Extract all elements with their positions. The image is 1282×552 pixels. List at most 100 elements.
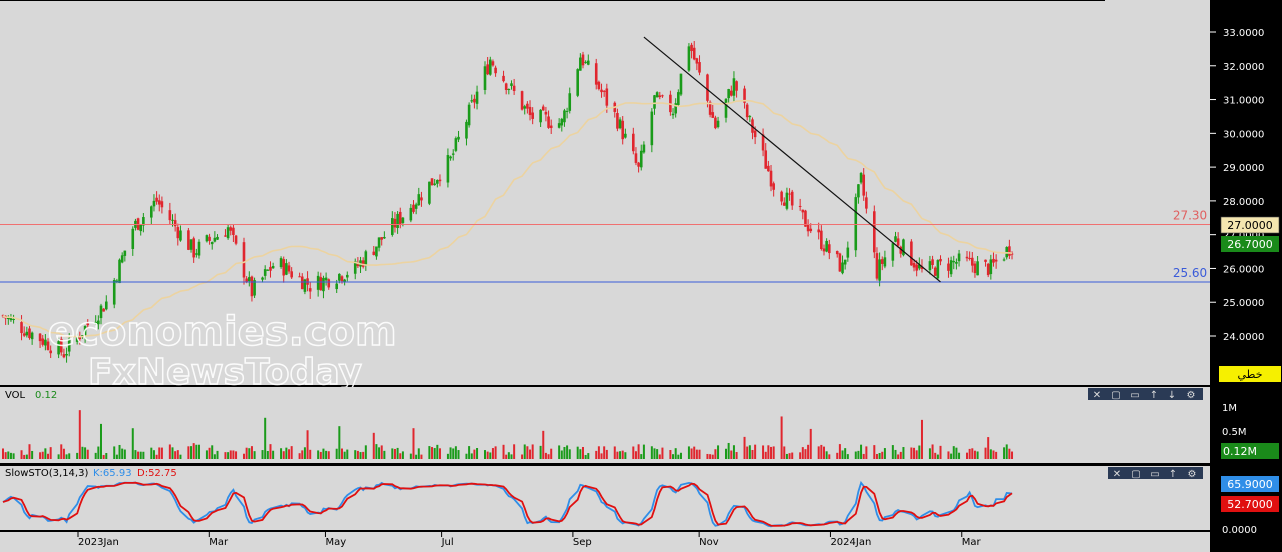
candle-body xyxy=(859,173,863,183)
candle-body xyxy=(857,184,860,198)
candle-body xyxy=(417,194,421,206)
volume-bar xyxy=(476,448,479,459)
volume-bar xyxy=(605,449,608,459)
tool-badge[interactable] xyxy=(1219,366,1281,382)
volume-bar xyxy=(317,450,320,459)
trend-line[interactable] xyxy=(643,36,941,283)
candle-body xyxy=(115,280,119,282)
candle-body xyxy=(94,321,97,324)
volume-bar xyxy=(253,451,256,459)
volume-bar xyxy=(266,450,269,459)
stoch-k-badge xyxy=(1221,476,1279,492)
stoch-restore-icon[interactable]: ▭ xyxy=(1150,469,1159,480)
volume-bar xyxy=(841,450,844,459)
volume-bar xyxy=(971,448,974,459)
panel-restore-icon[interactable]: ▭ xyxy=(1130,390,1139,401)
candle-body xyxy=(338,273,341,281)
volume-bar xyxy=(142,451,145,459)
panel-move-up-icon[interactable]: ↑ xyxy=(1150,390,1158,401)
candle-body xyxy=(714,117,717,129)
candle-body xyxy=(398,211,402,224)
stoch-maximize-icon[interactable]: ▢ xyxy=(1131,469,1140,480)
volume-bar xyxy=(484,450,486,459)
volume-bar xyxy=(25,454,28,459)
candle-body xyxy=(380,237,384,240)
volume-bar xyxy=(674,448,677,459)
stoch-plot-bg[interactable] xyxy=(0,466,1210,530)
candle-body xyxy=(78,336,82,340)
candle-body xyxy=(957,253,961,262)
candle-body xyxy=(621,120,625,140)
candle-body xyxy=(123,250,127,256)
candle-body xyxy=(539,109,542,123)
candle-body xyxy=(160,201,164,208)
volume-bar xyxy=(264,417,267,459)
volume-bar xyxy=(137,451,140,459)
candle-body xyxy=(955,261,958,264)
candle-body xyxy=(226,227,230,239)
price-axis[interactable]: 33.0000 32.0000 31.0000 30.0000 29.0000 28.00… xyxy=(1210,28,1264,343)
volume-bar xyxy=(179,454,182,459)
candle-body xyxy=(139,224,143,232)
volume-panel-controls[interactable]: ✕ ▢ ▭ ↑ ↓ ⚙ xyxy=(1088,388,1203,401)
candle-body xyxy=(232,227,235,235)
candle-body xyxy=(300,276,304,290)
stoch-close-icon[interactable]: ✕ xyxy=(1113,469,1121,480)
candle-body xyxy=(785,192,789,209)
volume-bar xyxy=(31,450,34,459)
time-axis[interactable]: 2023Jan Mar May Jul Sep Nov 2024Jan Mar xyxy=(77,532,982,548)
stoch-settings-icon[interactable]: ⚙ xyxy=(1188,469,1197,480)
panel-move-down-icon[interactable]: ↓ xyxy=(1168,390,1176,401)
candle-body xyxy=(565,110,569,112)
volume-bar xyxy=(272,450,275,459)
candle-body xyxy=(507,89,511,91)
volume-bar xyxy=(825,451,828,459)
candle-body xyxy=(679,73,683,95)
panel-settings-icon[interactable]: ⚙ xyxy=(1187,390,1196,401)
y-tick-label: 29.0000 xyxy=(1223,163,1264,174)
candle-body xyxy=(994,259,998,262)
stoch-d-badge-text: 52.7000 xyxy=(1227,498,1273,511)
y-tick-label: 32.0000 xyxy=(1223,62,1264,73)
volume-bar xyxy=(844,448,847,459)
volume-bar xyxy=(595,450,598,459)
volume-bar xyxy=(49,447,52,459)
volume-bar xyxy=(597,446,600,459)
stoch-panel-controls[interactable]: ✕ ▢ ▭ ↑ ⚙ xyxy=(1108,467,1203,480)
tool-badge-text[interactable]: خطي xyxy=(1238,368,1263,381)
panel-close-icon[interactable]: ✕ xyxy=(1093,390,1101,401)
candle-body xyxy=(809,228,813,232)
volume-bar xyxy=(883,448,886,459)
candle-body xyxy=(375,246,378,257)
volume-bar xyxy=(958,452,961,459)
candle-body xyxy=(213,237,217,242)
candle-body xyxy=(465,121,468,139)
volume-bar xyxy=(454,446,457,459)
volume-bar xyxy=(76,452,79,459)
main-plot-bg[interactable] xyxy=(0,0,1210,385)
candle-body xyxy=(798,205,802,207)
volume-bar xyxy=(1005,444,1008,459)
y-tick-label: 24.0000 xyxy=(1223,332,1264,343)
candle-body xyxy=(761,134,765,151)
watermark-logo: economies.com FxNewsToday xyxy=(47,308,397,394)
volume-bar xyxy=(380,445,383,459)
candle-body xyxy=(727,89,730,99)
volume-bar xyxy=(743,436,746,459)
candle-body xyxy=(467,104,471,126)
time-axis-bg[interactable] xyxy=(0,532,1210,552)
volume-bar xyxy=(687,446,690,459)
volume-bar xyxy=(992,450,995,459)
candle-body xyxy=(581,54,585,66)
candle-body xyxy=(862,174,866,196)
stoch-move-up-icon[interactable]: ↑ xyxy=(1169,469,1177,480)
candle-body xyxy=(528,106,532,116)
volume-bar xyxy=(897,454,900,459)
panel-maximize-icon[interactable]: ▢ xyxy=(1111,390,1120,401)
volume-bar xyxy=(513,444,516,459)
candle-body xyxy=(690,44,693,52)
watermark-line2: FxNewsToday xyxy=(88,352,362,393)
candle-body xyxy=(708,101,712,115)
volume-bar xyxy=(650,446,653,459)
volume-bar xyxy=(730,450,733,459)
